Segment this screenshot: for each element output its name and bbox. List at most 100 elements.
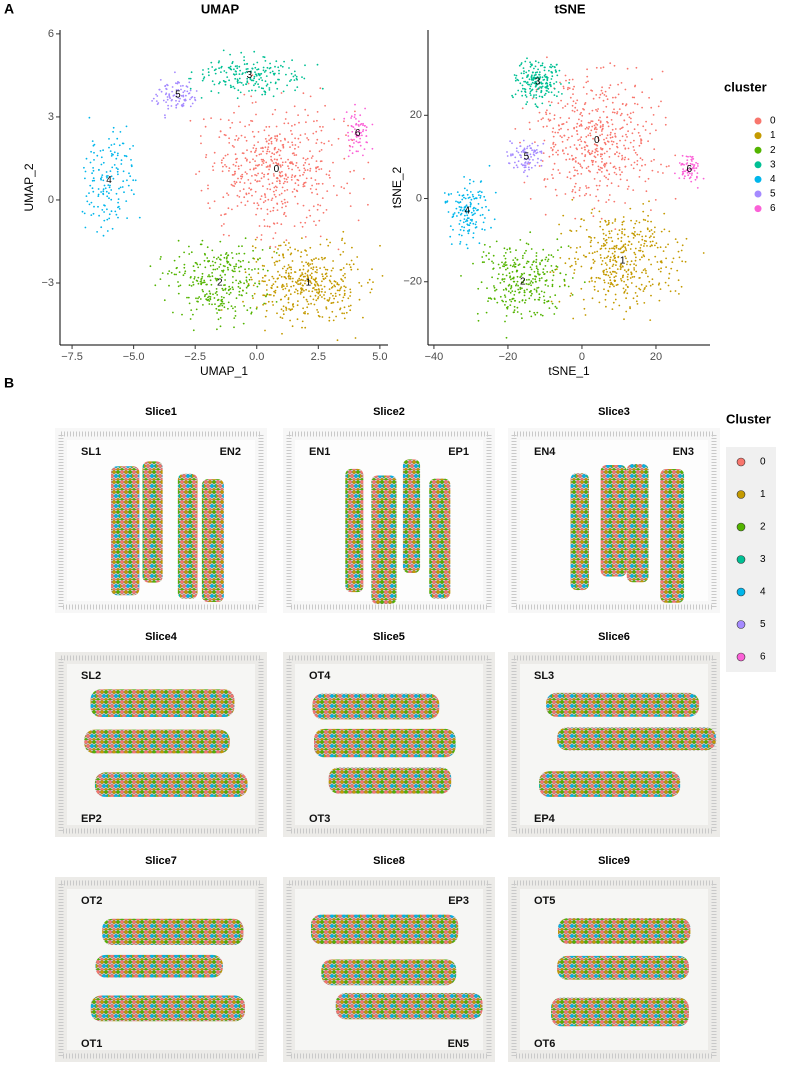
cell-point xyxy=(280,140,282,142)
cell-point xyxy=(627,261,629,263)
cell-point xyxy=(235,65,237,67)
cell-point xyxy=(510,251,512,253)
cell-point xyxy=(553,275,555,277)
cell-point xyxy=(188,246,190,248)
cell-point xyxy=(304,133,306,135)
cell-point xyxy=(349,171,351,173)
cell-point xyxy=(517,90,519,92)
cell-point xyxy=(647,227,649,229)
cell-point xyxy=(590,278,592,280)
cell-point xyxy=(212,80,214,82)
cell-point xyxy=(320,236,322,238)
cell-point xyxy=(651,123,653,125)
cell-point xyxy=(204,295,206,297)
cell-point xyxy=(326,209,328,211)
cell-point xyxy=(522,77,524,79)
cell-point xyxy=(253,78,255,80)
cell-point xyxy=(658,106,660,108)
cell-point xyxy=(560,100,562,102)
tissue-strip xyxy=(557,727,716,750)
cell-point xyxy=(277,209,279,211)
cell-point xyxy=(93,159,95,161)
cell-point xyxy=(640,231,642,233)
cell-point xyxy=(202,73,204,75)
cell-point xyxy=(630,118,632,120)
cell-point xyxy=(271,276,273,278)
cell-point xyxy=(250,313,252,315)
cell-point xyxy=(606,151,608,153)
cell-point xyxy=(601,86,603,88)
cell-point xyxy=(656,242,658,244)
cell-point xyxy=(309,215,311,217)
cell-point xyxy=(100,226,102,228)
cell-point xyxy=(514,291,516,293)
cell-point xyxy=(519,291,521,293)
cell-point xyxy=(256,155,258,157)
cell-point xyxy=(277,66,279,68)
cell-point xyxy=(317,111,319,113)
cell-point xyxy=(481,228,483,230)
cell-point xyxy=(98,188,100,190)
cell-point xyxy=(350,291,352,293)
cell-point xyxy=(542,83,544,85)
cell-point xyxy=(455,201,457,203)
cell-point xyxy=(571,199,573,201)
cell-point xyxy=(92,167,94,169)
cell-point xyxy=(203,118,205,120)
cell-point xyxy=(523,273,525,275)
cell-point xyxy=(120,187,122,189)
cell-point xyxy=(568,286,570,288)
cell-point xyxy=(619,174,621,176)
cell-point xyxy=(554,88,556,90)
cell-point xyxy=(544,67,546,69)
cell-point xyxy=(615,275,617,277)
cell-point xyxy=(488,252,490,254)
cell-point xyxy=(283,183,285,185)
cell-point xyxy=(549,82,551,84)
cell-point xyxy=(178,293,180,295)
cell-point xyxy=(601,161,603,163)
cell-point xyxy=(372,281,374,283)
cell-point xyxy=(641,284,643,286)
cell-point xyxy=(601,167,603,169)
cell-point xyxy=(594,152,596,154)
cell-point xyxy=(214,262,216,264)
cell-point xyxy=(513,294,515,296)
cell-point xyxy=(494,218,496,220)
cell-point xyxy=(369,292,371,294)
cell-point xyxy=(678,293,680,295)
cell-point xyxy=(279,194,281,196)
cell-point xyxy=(322,316,324,318)
cell-point xyxy=(256,69,258,71)
cell-point xyxy=(536,265,538,267)
cell-point xyxy=(556,95,558,97)
cell-point xyxy=(349,192,351,194)
cell-point xyxy=(241,174,243,176)
x-tick-label: −7.5 xyxy=(61,351,83,363)
cell-point xyxy=(261,195,263,197)
cell-point xyxy=(539,262,541,264)
cell-point xyxy=(282,164,284,166)
cell-point xyxy=(233,68,235,70)
cell-point xyxy=(110,170,112,172)
cell-point xyxy=(530,290,532,292)
cell-point xyxy=(620,278,622,280)
cell-point xyxy=(469,222,471,224)
cell-point xyxy=(191,71,193,73)
cell-point xyxy=(247,179,249,181)
cell-point xyxy=(634,231,636,233)
cell-point xyxy=(229,54,231,56)
legend-label: 0 xyxy=(770,116,776,127)
cell-point xyxy=(648,200,650,202)
cell-point xyxy=(300,288,302,290)
cell-point xyxy=(276,222,278,224)
cell-point xyxy=(524,164,526,166)
cell-point xyxy=(285,215,287,217)
cell-point xyxy=(529,61,531,63)
cell-point xyxy=(551,78,553,80)
cell-point xyxy=(599,180,601,182)
cell-point xyxy=(587,145,589,147)
cell-point xyxy=(625,140,627,142)
cell-point xyxy=(325,273,327,275)
cell-point xyxy=(621,280,623,282)
